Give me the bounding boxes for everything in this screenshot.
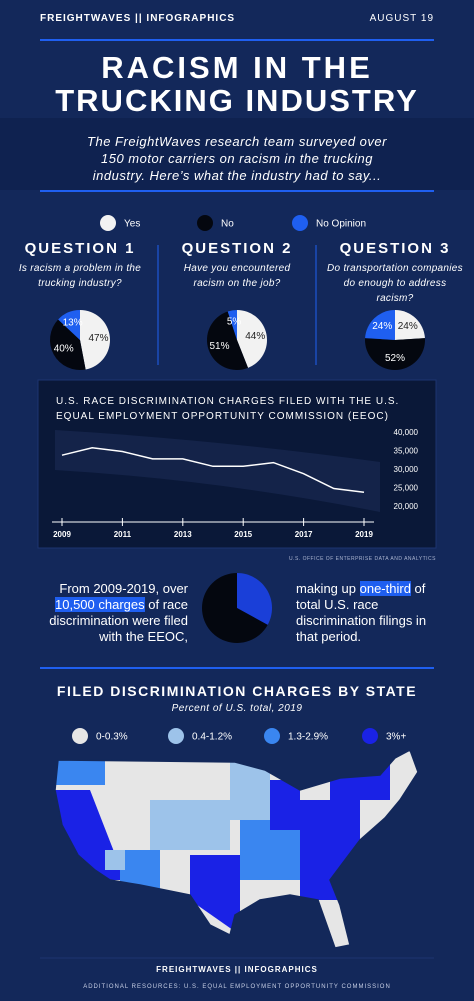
pie-slice xyxy=(365,310,395,340)
stat-text: making up xyxy=(296,581,356,596)
legend-swatch xyxy=(264,728,280,744)
map-subtitle: Percent of U.S. total, 2019 xyxy=(171,703,303,714)
x-tick-label: 2017 xyxy=(295,530,313,539)
value-label: 24% xyxy=(372,321,392,332)
y-tick-label: 35,000 xyxy=(394,447,419,456)
title: TRUCKING INDUSTRY xyxy=(55,83,419,118)
legend-label: No Opinion xyxy=(316,219,366,230)
legend-swatch xyxy=(197,215,213,231)
pie-slice xyxy=(58,310,80,340)
line xyxy=(61,447,365,493)
legend-swatch xyxy=(72,728,88,744)
value-label: 5% xyxy=(227,316,242,327)
question-text: Have you encountered racism on the job? xyxy=(183,263,291,289)
y-tick-label: 30,000 xyxy=(394,465,419,474)
value-label: 40% xyxy=(54,344,74,355)
legend-label: 3%+ xyxy=(386,732,406,743)
stat-right: making up one-third of total U.S. race d… xyxy=(296,581,446,645)
x-tick-label: 2015 xyxy=(234,530,252,539)
footer-brand: FREIGHTWAVES || INFOGRAPHICS xyxy=(156,965,318,974)
x-tick-label: 2011 xyxy=(114,530,132,539)
question-title: QUESTION 2 xyxy=(181,240,293,257)
question-text: Do transportation companies do enough to… xyxy=(327,263,463,304)
pie-slice xyxy=(49,319,86,371)
map-title: FILED DISCRIMINATION CHARGES BY STATE xyxy=(56,683,418,699)
value-label: 52% xyxy=(385,353,405,364)
pie-slice xyxy=(237,310,267,368)
pie-slice xyxy=(237,573,273,625)
value-label: 47% xyxy=(89,333,109,344)
y-tick-label: 20,000 xyxy=(394,502,419,511)
stat-left: From 2009-2019, over 10,500 charges of r… xyxy=(38,581,188,645)
legend-label: 1.3-2.9% xyxy=(288,732,328,743)
legend-swatch xyxy=(362,728,378,744)
trend-band xyxy=(55,430,380,512)
legend-swatch xyxy=(168,728,184,744)
stat-text: of total U.S. race discrimination filing… xyxy=(296,581,427,644)
title: RACISM IN THE xyxy=(101,50,373,85)
value-label: 44% xyxy=(245,331,265,342)
us-map xyxy=(55,750,418,948)
question-title: QUESTION 1 xyxy=(24,240,136,257)
x-tick-label: 2009 xyxy=(53,530,71,539)
pie-slice xyxy=(227,310,237,340)
value-label: 24% xyxy=(398,321,418,332)
legend-label: 0.4-1.2% xyxy=(192,732,232,743)
footer-resources: ADDITIONAL RESOURCES: U.S. EQUAL EMPLOYM… xyxy=(83,984,391,990)
x-tick-label: 2013 xyxy=(174,530,192,539)
pie-slice xyxy=(201,573,268,643)
pie-slice xyxy=(207,311,249,370)
value-label: 13% xyxy=(63,318,83,329)
legend-swatch xyxy=(292,215,308,231)
y-tick-label: 40,000 xyxy=(394,428,419,437)
stat-text: of race discrimination were filed with t… xyxy=(49,597,188,644)
question-title: QUESTION 3 xyxy=(339,240,451,257)
x-tick-label: 2019 xyxy=(355,530,373,539)
map-outline xyxy=(54,748,419,949)
chart-title: U.S. RACE DISCRIMINATION CHARGES FILED W… xyxy=(56,396,400,422)
intro-band xyxy=(0,118,474,190)
y-tick-label: 25,000 xyxy=(394,484,419,493)
intro: The FreightWaves research team surveyed … xyxy=(87,134,387,183)
legend-label: No xyxy=(221,219,234,230)
chart-source: U.S. OFFICE OF ENTERPRISE DATA AND ANALY… xyxy=(288,556,436,562)
stat-highlight: one-third xyxy=(359,581,411,596)
stat-text: From 2009-2019, over xyxy=(59,581,188,596)
legend-swatch xyxy=(100,215,116,231)
stat-highlight: 10,500 charges xyxy=(55,597,145,612)
pie-slice xyxy=(80,310,111,370)
date: AUGUST 19 xyxy=(369,13,434,24)
pie-slice xyxy=(395,310,425,340)
legend-label: 0-0.3% xyxy=(96,732,128,743)
value-label: 51% xyxy=(209,341,229,352)
question-text: Is racism a problem in the trucking indu… xyxy=(18,263,142,289)
brand: FREIGHTWAVES || INFOGRAPHICS xyxy=(40,13,236,24)
legend-label: Yes xyxy=(124,219,140,230)
pie-slice xyxy=(365,338,425,371)
